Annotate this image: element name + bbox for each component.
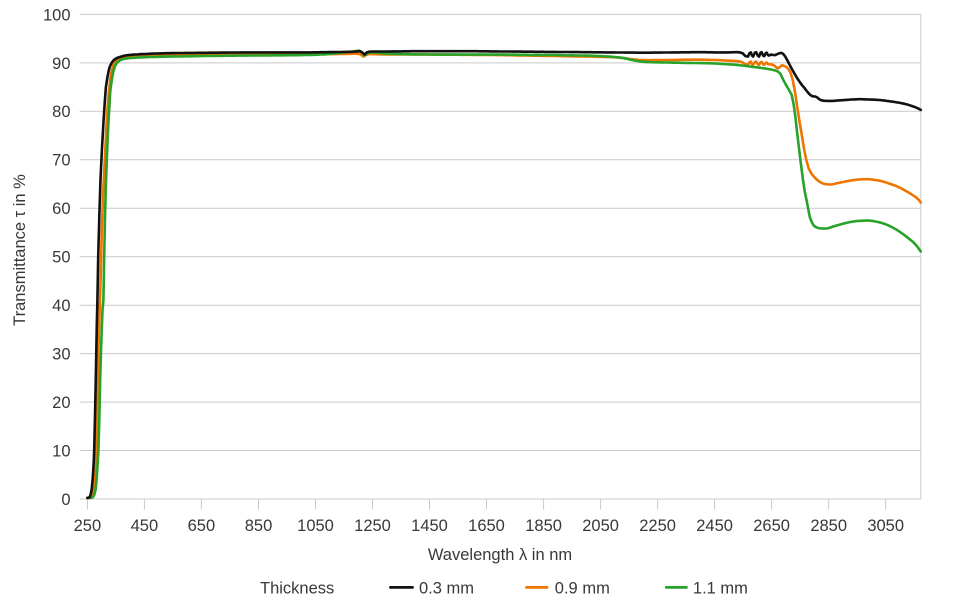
svg-text:1250: 1250: [354, 517, 391, 535]
svg-text:30: 30: [52, 346, 70, 364]
svg-text:2850: 2850: [810, 517, 847, 535]
svg-text:50: 50: [52, 249, 70, 267]
svg-text:80: 80: [52, 103, 70, 121]
svg-text:Transmittance τ in %: Transmittance τ in %: [11, 174, 29, 326]
svg-text:10: 10: [52, 442, 70, 460]
svg-text:650: 650: [188, 517, 216, 535]
svg-text:90: 90: [52, 55, 70, 73]
svg-text:70: 70: [52, 152, 70, 170]
svg-text:1.1 mm: 1.1 mm: [693, 580, 748, 598]
svg-text:1650: 1650: [468, 517, 505, 535]
svg-text:60: 60: [52, 200, 70, 218]
svg-text:0: 0: [61, 491, 70, 509]
svg-text:1850: 1850: [525, 517, 562, 535]
svg-text:2650: 2650: [753, 517, 790, 535]
svg-text:2450: 2450: [696, 517, 733, 535]
svg-text:3050: 3050: [867, 517, 904, 535]
svg-text:2050: 2050: [582, 517, 619, 535]
svg-text:20: 20: [52, 394, 70, 412]
svg-text:Thickness: Thickness: [260, 580, 334, 598]
svg-text:40: 40: [52, 297, 70, 315]
svg-text:1450: 1450: [411, 517, 448, 535]
svg-text:0.9 mm: 0.9 mm: [555, 580, 610, 598]
svg-text:Wavelength λ in nm: Wavelength λ in nm: [428, 546, 572, 564]
svg-text:450: 450: [131, 517, 159, 535]
svg-text:1050: 1050: [297, 517, 334, 535]
svg-text:850: 850: [245, 517, 273, 535]
svg-text:250: 250: [74, 517, 102, 535]
svg-text:100: 100: [43, 6, 71, 24]
svg-text:0.3 mm: 0.3 mm: [419, 580, 474, 598]
svg-text:2250: 2250: [639, 517, 676, 535]
